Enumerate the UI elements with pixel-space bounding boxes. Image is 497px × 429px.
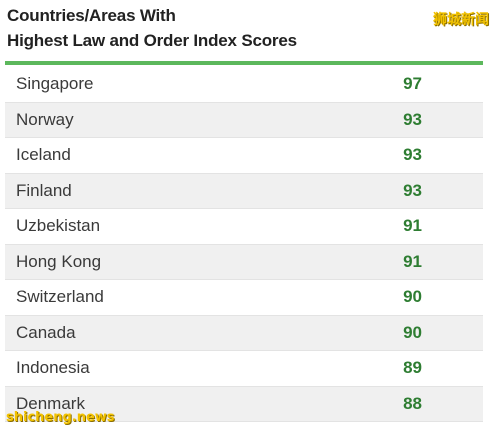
country-name: Iceland bbox=[16, 145, 71, 165]
table-row: Indonesia 89 bbox=[5, 351, 483, 387]
country-name: Switzerland bbox=[16, 287, 104, 307]
score-value: 88 bbox=[403, 393, 422, 413]
country-name: Norway bbox=[16, 109, 74, 129]
score-value: 89 bbox=[403, 358, 422, 378]
country-name: Denmark bbox=[16, 393, 85, 413]
country-name: Finland bbox=[16, 180, 72, 200]
title-line-2: Highest Law and Order Index Scores bbox=[7, 31, 297, 50]
header-divider bbox=[5, 61, 483, 65]
country-name: Singapore bbox=[16, 74, 94, 94]
table-row: Switzerland 90 bbox=[5, 280, 483, 316]
score-value: 97 bbox=[403, 74, 422, 94]
score-value: 93 bbox=[403, 180, 422, 200]
score-value: 93 bbox=[403, 109, 422, 129]
score-value: 90 bbox=[403, 322, 422, 342]
table-row: Singapore 97 bbox=[5, 67, 483, 103]
table-row: Norway 93 bbox=[5, 102, 483, 138]
country-name: Indonesia bbox=[16, 358, 90, 378]
table-row: Uzbekistan 91 bbox=[5, 209, 483, 245]
score-value: 90 bbox=[403, 287, 422, 307]
score-value: 91 bbox=[403, 216, 422, 236]
country-name: Hong Kong bbox=[16, 251, 102, 271]
score-value: 93 bbox=[403, 145, 422, 165]
table-row: Finland 93 bbox=[5, 173, 483, 209]
country-name: Canada bbox=[16, 322, 76, 342]
table-row: Hong Kong 91 bbox=[5, 244, 483, 280]
chart-title: Countries/Areas With Highest Law and Ord… bbox=[7, 3, 297, 53]
watermark-logo-text: 狮城新闻 bbox=[433, 12, 489, 28]
table-row: Canada 90 bbox=[5, 315, 483, 351]
watermark-url: shicheng.news bbox=[6, 410, 115, 425]
scores-table: Singapore 97 Norway 93 Iceland 93 Finland 93 Uzb… bbox=[5, 67, 483, 422]
country-name: Uzbekistan bbox=[16, 216, 101, 236]
table-row: Iceland 93 bbox=[5, 138, 483, 174]
table-row: Denmark 88 bbox=[5, 386, 483, 422]
title-line-1: Countries/Areas With bbox=[7, 6, 176, 25]
score-value: 91 bbox=[403, 251, 422, 271]
